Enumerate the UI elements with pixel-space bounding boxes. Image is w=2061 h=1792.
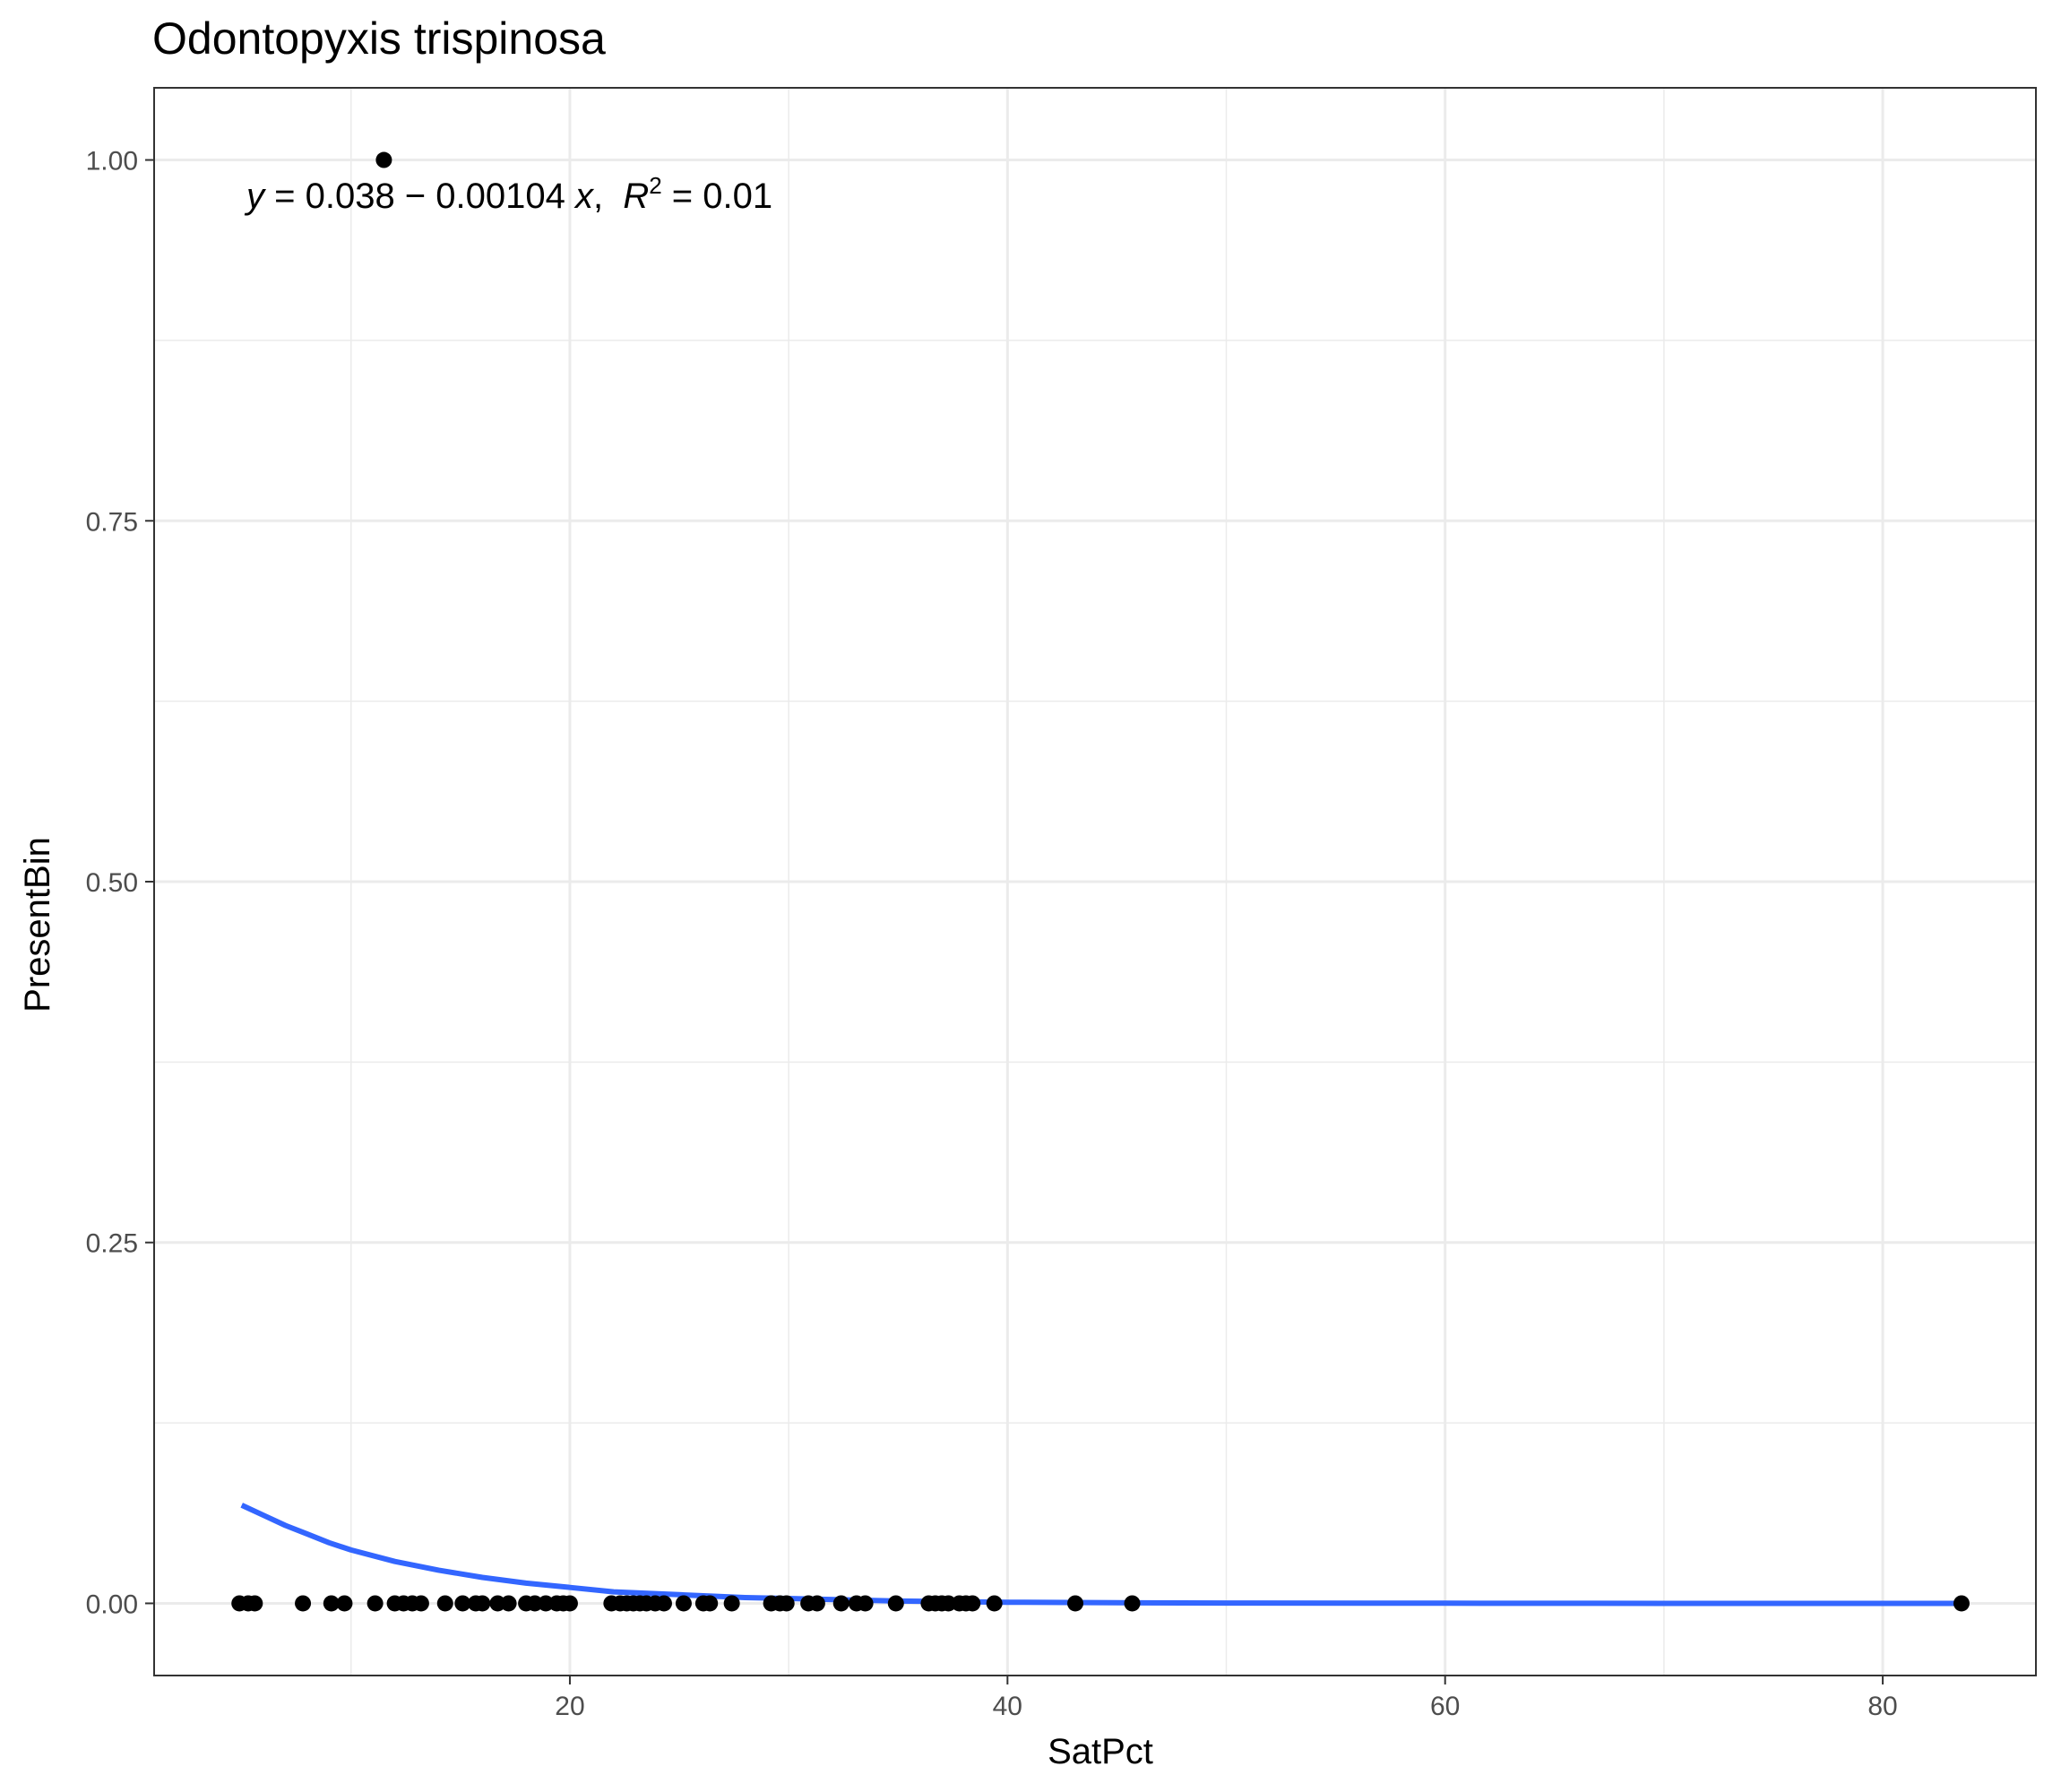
data-point xyxy=(832,1595,849,1612)
y-tick-label: 0.50 xyxy=(86,868,138,898)
x-tick-label: 20 xyxy=(555,1692,584,1721)
fit-curve xyxy=(240,1503,1962,1607)
annot-r-value: = 0.01 xyxy=(662,177,772,216)
data-point xyxy=(295,1595,312,1612)
data-point xyxy=(723,1595,740,1612)
data-point xyxy=(702,1595,719,1612)
data-point xyxy=(986,1595,1003,1612)
data-point xyxy=(246,1595,263,1612)
scatter-points xyxy=(231,151,1970,1612)
data-point xyxy=(474,1595,491,1612)
data-point xyxy=(887,1595,904,1612)
data-point xyxy=(1067,1595,1084,1612)
data-point xyxy=(655,1595,672,1612)
data-point xyxy=(366,1595,384,1612)
data-point xyxy=(561,1595,578,1612)
y-tick-label: 0.25 xyxy=(86,1229,138,1259)
x-tick-label: 40 xyxy=(993,1692,1022,1721)
regression-equation: y = 0.038 − 0.00104 x, R2 = 0.01 xyxy=(244,172,772,216)
annot-r: R xyxy=(623,177,649,216)
data-point xyxy=(808,1595,825,1612)
annot-sup: 2 xyxy=(649,172,661,199)
x-tick-label: 60 xyxy=(1430,1692,1460,1721)
data-point xyxy=(964,1595,981,1612)
y-tick-label: 0.00 xyxy=(86,1590,138,1619)
data-point xyxy=(323,1595,340,1612)
data-point xyxy=(778,1595,795,1612)
data-point xyxy=(336,1595,353,1612)
annot-sep: , xyxy=(593,177,623,216)
y-tick-label: 0.75 xyxy=(86,507,138,537)
data-point xyxy=(675,1595,692,1612)
annot-y: y xyxy=(244,177,267,216)
data-point xyxy=(375,151,392,168)
x-tick-label: 80 xyxy=(1867,1692,1897,1721)
data-point xyxy=(454,1595,471,1612)
data-point xyxy=(436,1595,453,1612)
data-point xyxy=(500,1595,517,1612)
fit-curve-layer xyxy=(240,1503,1962,1607)
y-axis-ticks: 0.00 0.25 0.50 0.75 1.00 xyxy=(86,147,154,1619)
data-point xyxy=(1953,1595,1970,1612)
y-axis-title: PresentBin xyxy=(18,837,57,1012)
chart-title: Odontopyxis trispinosa xyxy=(152,13,606,64)
annot-x: x xyxy=(573,177,595,216)
data-point xyxy=(857,1595,874,1612)
data-point xyxy=(1124,1595,1141,1612)
annot-eq: = 0.038 − 0.00104 xyxy=(264,177,575,216)
grid-lines xyxy=(154,88,2036,1676)
y-tick-label: 1.00 xyxy=(86,147,138,177)
x-axis-title: SatPct xyxy=(1048,1732,1153,1771)
data-point xyxy=(412,1595,429,1612)
x-axis-ticks: 20 40 60 80 xyxy=(555,1676,1898,1721)
